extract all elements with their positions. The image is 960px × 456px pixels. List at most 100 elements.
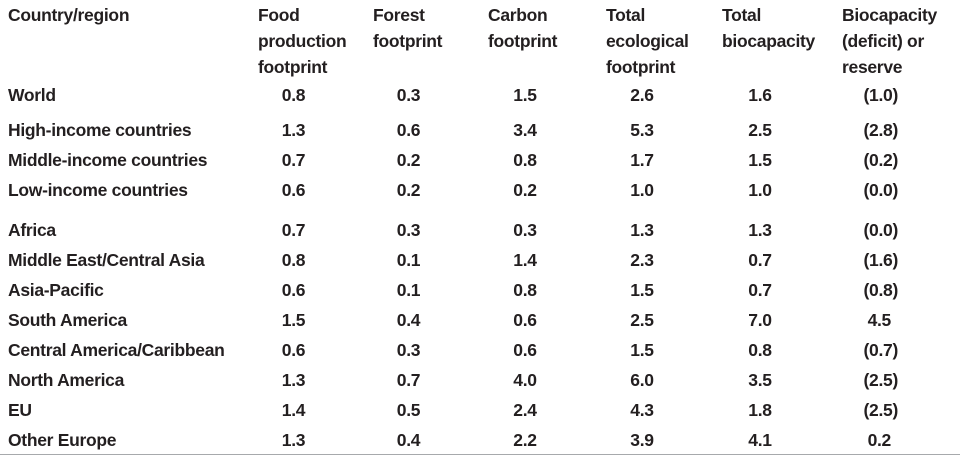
- cell-food-production-footprint: 0.7: [281, 219, 306, 240]
- table-row-middle-east-central-asia: Middle East/Central Asia 0.8 0.1 1.4 2.3 0.7 (…: [8, 245, 952, 275]
- cell-total-ecological-footprint: 1.5: [630, 279, 654, 300]
- cell-total-ecological-footprint: 4.3: [630, 399, 654, 420]
- cell-carbon-footprint: 4.0: [513, 369, 537, 390]
- cell-forest-footprint: 0.3: [396, 339, 421, 360]
- cell-forest-footprint: 0.4: [396, 309, 421, 330]
- column-header-biocapacity-deficit-or-reserve: Biocapacity (deficit) or reserve: [842, 5, 937, 77]
- cell-carbon-footprint: 0.8: [513, 149, 537, 170]
- cell-forest-footprint: 0.1: [396, 249, 421, 270]
- column-header-carbon-footprint: Carbon footprint: [488, 5, 558, 51]
- cell-carbon-footprint: 2.4: [513, 399, 537, 420]
- cell-total-biocapacity: 0.7: [748, 249, 772, 270]
- cell-total-ecological-footprint: 1.0: [630, 179, 654, 200]
- cell-total-biocapacity: 1.0: [748, 179, 772, 200]
- cell-forest-footprint: 0.4: [396, 429, 421, 450]
- footprint-table-container: Country/region Food production footprint F…: [8, 0, 952, 455]
- footprint-table: Country/region Food production footprint F…: [8, 0, 952, 455]
- cell-food-production-footprint: 0.7: [281, 149, 306, 170]
- row-label: North America: [8, 369, 125, 390]
- cell-carbon-footprint: 0.8: [513, 279, 537, 300]
- row-label: Middle East/Central Asia: [8, 249, 205, 270]
- cell-biocapacity-deficit-or-reserve: (1.0): [863, 84, 899, 105]
- column-header-total-ecological-footprint: Total ecological footprint: [606, 5, 689, 77]
- row-label: Middle-income countries: [8, 149, 208, 170]
- row-label: Asia-Pacific: [8, 279, 104, 300]
- row-label: Low-income countries: [8, 179, 188, 200]
- table-row-north-america: North America 1.3 0.7 4.0 6.0 3.5 (2.5): [8, 365, 952, 395]
- cell-carbon-footprint: 0.6: [513, 309, 537, 330]
- cell-total-ecological-footprint: 2.3: [630, 249, 654, 270]
- cell-total-ecological-footprint: 5.3: [630, 119, 654, 140]
- row-label: World: [8, 84, 56, 105]
- cell-forest-footprint: 0.6: [396, 119, 421, 140]
- cell-total-biocapacity: 3.5: [748, 369, 772, 390]
- cell-total-biocapacity: 1.6: [748, 84, 772, 105]
- table-row-high-income-countries: High-income countries 1.3 0.6 3.4 5.3 2.5 (2.8…: [8, 110, 952, 145]
- cell-carbon-footprint: 0.3: [513, 219, 537, 240]
- row-label: EU: [8, 399, 32, 420]
- cell-food-production-footprint: 1.3: [281, 429, 306, 450]
- cell-food-production-footprint: 0.6: [281, 179, 306, 200]
- cell-total-ecological-footprint: 3.9: [630, 429, 654, 450]
- cell-food-production-footprint: 1.3: [281, 369, 306, 390]
- cell-total-biocapacity: 1.8: [748, 399, 772, 420]
- cell-carbon-footprint: 1.4: [513, 249, 537, 270]
- table-body: World 0.8 0.3 1.5 2.6 1.6 (1.0) High-income cou…: [8, 80, 952, 455]
- cell-biocapacity-deficit-or-reserve: (0.7): [863, 339, 899, 360]
- table-header-row: Country/region Food production footprint F…: [8, 0, 952, 80]
- cell-biocapacity-deficit-or-reserve: 4.5: [867, 309, 892, 330]
- cell-forest-footprint: 0.3: [396, 84, 421, 105]
- cell-total-ecological-footprint: 1.7: [630, 149, 654, 170]
- cell-carbon-footprint: 2.2: [513, 429, 537, 450]
- bottom-rule: [0, 454, 960, 455]
- cell-forest-footprint: 0.5: [396, 399, 421, 420]
- table-row-low-income-countries: Low-income countries 0.6 0.2 0.2 1.0 1.0 (0.0): [8, 175, 952, 205]
- cell-total-biocapacity: 0.8: [748, 339, 772, 360]
- cell-food-production-footprint: 0.8: [281, 84, 306, 105]
- column-header-food-production-footprint: Food production footprint: [258, 5, 347, 77]
- row-label: South America: [8, 309, 127, 330]
- cell-forest-footprint: 0.2: [396, 149, 421, 170]
- cell-biocapacity-deficit-or-reserve: (2.8): [863, 119, 899, 140]
- cell-food-production-footprint: 0.6: [281, 339, 306, 360]
- row-label: Other Europe: [8, 429, 117, 450]
- cell-biocapacity-deficit-or-reserve: (0.0): [863, 179, 899, 200]
- cell-forest-footprint: 0.7: [396, 369, 421, 390]
- cell-total-ecological-footprint: 6.0: [630, 369, 654, 390]
- cell-carbon-footprint: 1.5: [513, 84, 537, 105]
- cell-forest-footprint: 0.2: [396, 179, 421, 200]
- cell-total-ecological-footprint: 2.5: [630, 309, 654, 330]
- cell-biocapacity-deficit-or-reserve: (2.5): [863, 399, 899, 420]
- cell-biocapacity-deficit-or-reserve: 0.2: [867, 429, 892, 450]
- column-header-country-region: Country/region: [8, 5, 130, 25]
- table-row-africa: Africa 0.7 0.3 0.3 1.3 1.3 (0.0): [8, 205, 952, 245]
- cell-food-production-footprint: 1.5: [281, 309, 306, 330]
- cell-biocapacity-deficit-or-reserve: (0.0): [863, 219, 899, 240]
- cell-carbon-footprint: 0.2: [513, 179, 537, 200]
- cell-biocapacity-deficit-or-reserve: (0.8): [863, 279, 899, 300]
- table-row-asia-pacific: Asia-Pacific 0.6 0.1 0.8 1.5 0.7 (0.8): [8, 275, 952, 305]
- cell-total-ecological-footprint: 2.6: [630, 84, 654, 105]
- cell-biocapacity-deficit-or-reserve: (1.6): [863, 249, 899, 270]
- cell-biocapacity-deficit-or-reserve: (2.5): [863, 369, 899, 390]
- column-header-total-biocapacity: Total biocapacity: [722, 5, 815, 51]
- cell-carbon-footprint: 3.4: [513, 119, 537, 140]
- cell-forest-footprint: 0.3: [396, 219, 421, 240]
- cell-food-production-footprint: 0.8: [281, 249, 306, 270]
- cell-carbon-footprint: 0.6: [513, 339, 537, 360]
- cell-total-biocapacity: 1.3: [748, 219, 772, 240]
- column-header-forest-footprint: Forest footprint: [373, 5, 443, 51]
- row-label: Central America/Caribbean: [8, 339, 225, 360]
- table-header: Country/region Food production footprint F…: [8, 0, 952, 80]
- cell-food-production-footprint: 0.6: [281, 279, 306, 300]
- row-label: Africa: [8, 219, 56, 240]
- cell-total-biocapacity: 1.5: [748, 149, 772, 170]
- cell-biocapacity-deficit-or-reserve: (0.2): [863, 149, 899, 170]
- cell-total-ecological-footprint: 1.3: [630, 219, 654, 240]
- cell-total-ecological-footprint: 1.5: [630, 339, 654, 360]
- row-label: High-income countries: [8, 119, 192, 140]
- table-row-eu: EU 1.4 0.5 2.4 4.3 1.8 (2.5): [8, 395, 952, 425]
- cell-food-production-footprint: 1.4: [281, 399, 306, 420]
- cell-food-production-footprint: 1.3: [281, 119, 306, 140]
- table-row-middle-income-countries: Middle-income countries 0.7 0.2 0.8 1.7 1.5 (0…: [8, 145, 952, 175]
